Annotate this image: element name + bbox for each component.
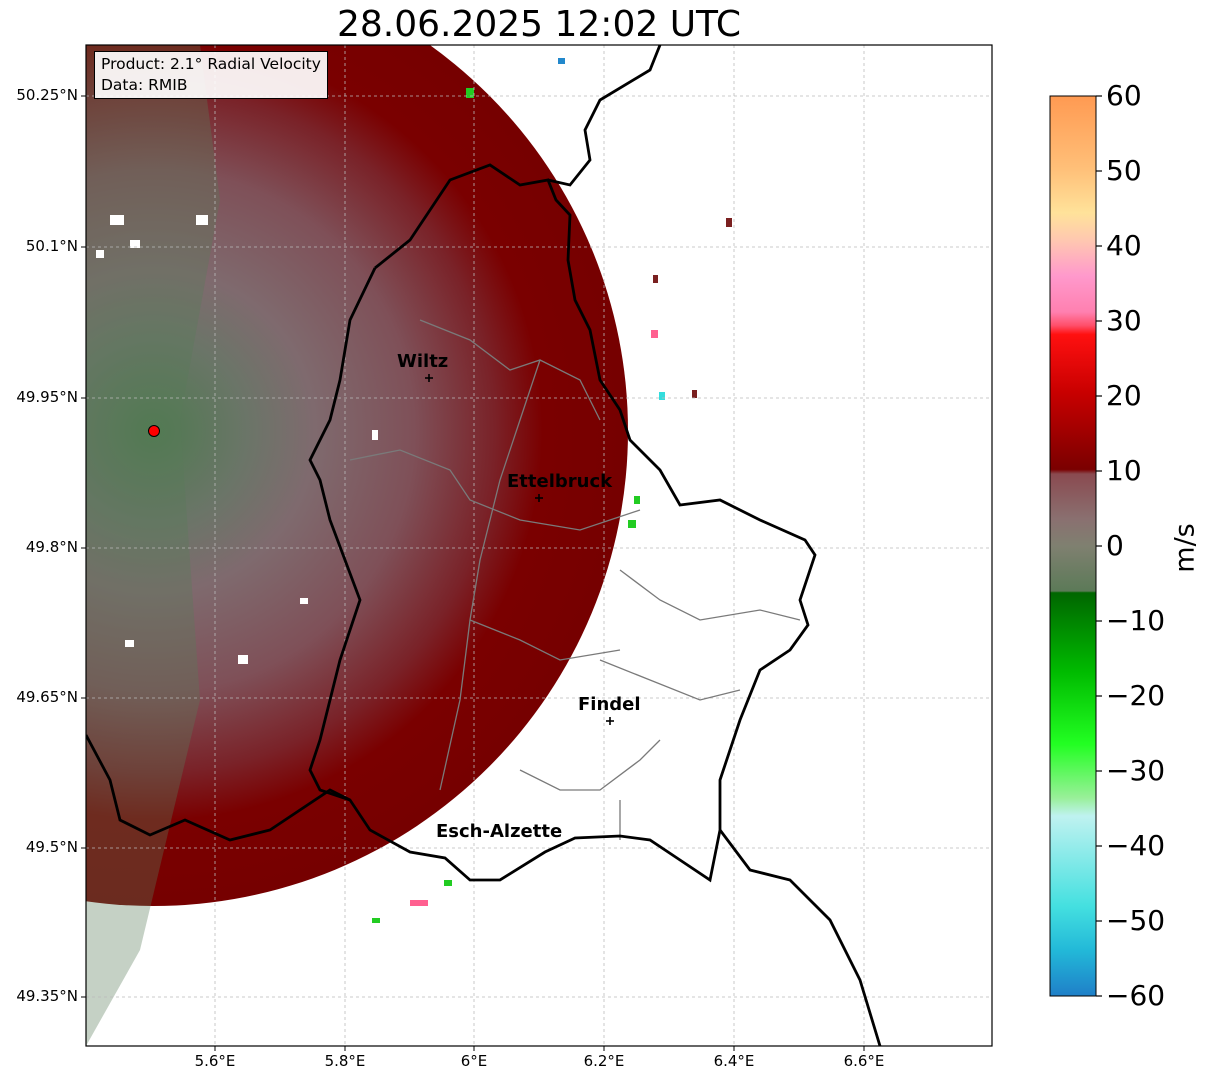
colorbar (1049, 95, 1097, 997)
international-border (86, 45, 882, 1046)
map-frame (85, 44, 993, 1047)
colorbar-tick-label: 30 (1106, 304, 1142, 337)
lon-label: 6°E (460, 1052, 488, 1070)
radar-echo (86, 45, 732, 1046)
lon-label: 5.6°E (194, 1052, 236, 1070)
lat-label: 49.65°N (16, 688, 78, 706)
colorbar-tick-label: 50 (1106, 154, 1142, 187)
luxembourg-border (308, 163, 817, 883)
data-source-label: Data: RMIB (101, 76, 188, 94)
colorbar-tick-label: −20 (1106, 679, 1166, 712)
lat-label: 50.1°N (25, 237, 78, 255)
colorbar-ticks (1096, 95, 1102, 997)
colorbar-tick-label: −30 (1106, 754, 1166, 787)
canton-boundaries (349, 319, 801, 840)
colorbar-unit-label: m/s (1169, 523, 1201, 573)
lon-label: 5.8°E (324, 1052, 366, 1070)
lat-label: 50.25°N (16, 86, 78, 104)
lat-label: 49.35°N (16, 987, 78, 1005)
product-label: Product: 2.1° Radial Velocity (101, 55, 321, 73)
colorbar-tick-label: −10 (1106, 604, 1166, 637)
colorbar-tick-label: 0 (1106, 529, 1124, 562)
city-label-findel: Findel (578, 694, 641, 715)
lon-label: 6.6°E (843, 1052, 885, 1070)
city-markers (425, 374, 614, 725)
lon-label: 6.2°E (583, 1052, 625, 1070)
lat-label: 49.8°N (25, 538, 78, 556)
radar-site-marker (148, 425, 160, 437)
map-title: 28.06.2025 12:02 UTC (336, 4, 742, 45)
colorbar-tick-label: 40 (1106, 229, 1142, 262)
product-info-box: Product: 2.1° Radial Velocity Data: RMIB (94, 51, 328, 99)
colorbar-tick-label: −60 (1106, 979, 1166, 1012)
colorbar-tick-label: 20 (1106, 379, 1142, 412)
city-label-wiltz: Wiltz (397, 351, 449, 372)
lat-label: 49.5°N (25, 838, 78, 856)
lon-label: 6.4°E (713, 1052, 755, 1070)
city-label-esch-alzette: Esch-Alzette (436, 821, 563, 842)
colorbar-tick-label: −40 (1106, 829, 1166, 862)
city-label-ettelbruck: Ettelbruck (507, 471, 613, 492)
colorbar-tick-label: 60 (1106, 79, 1142, 112)
colorbar-tick-label: 10 (1106, 454, 1142, 487)
axis-ticks (81, 95, 865, 1051)
lat-label: 49.95°N (16, 388, 78, 406)
colorbar-tick-label: −50 (1106, 904, 1166, 937)
